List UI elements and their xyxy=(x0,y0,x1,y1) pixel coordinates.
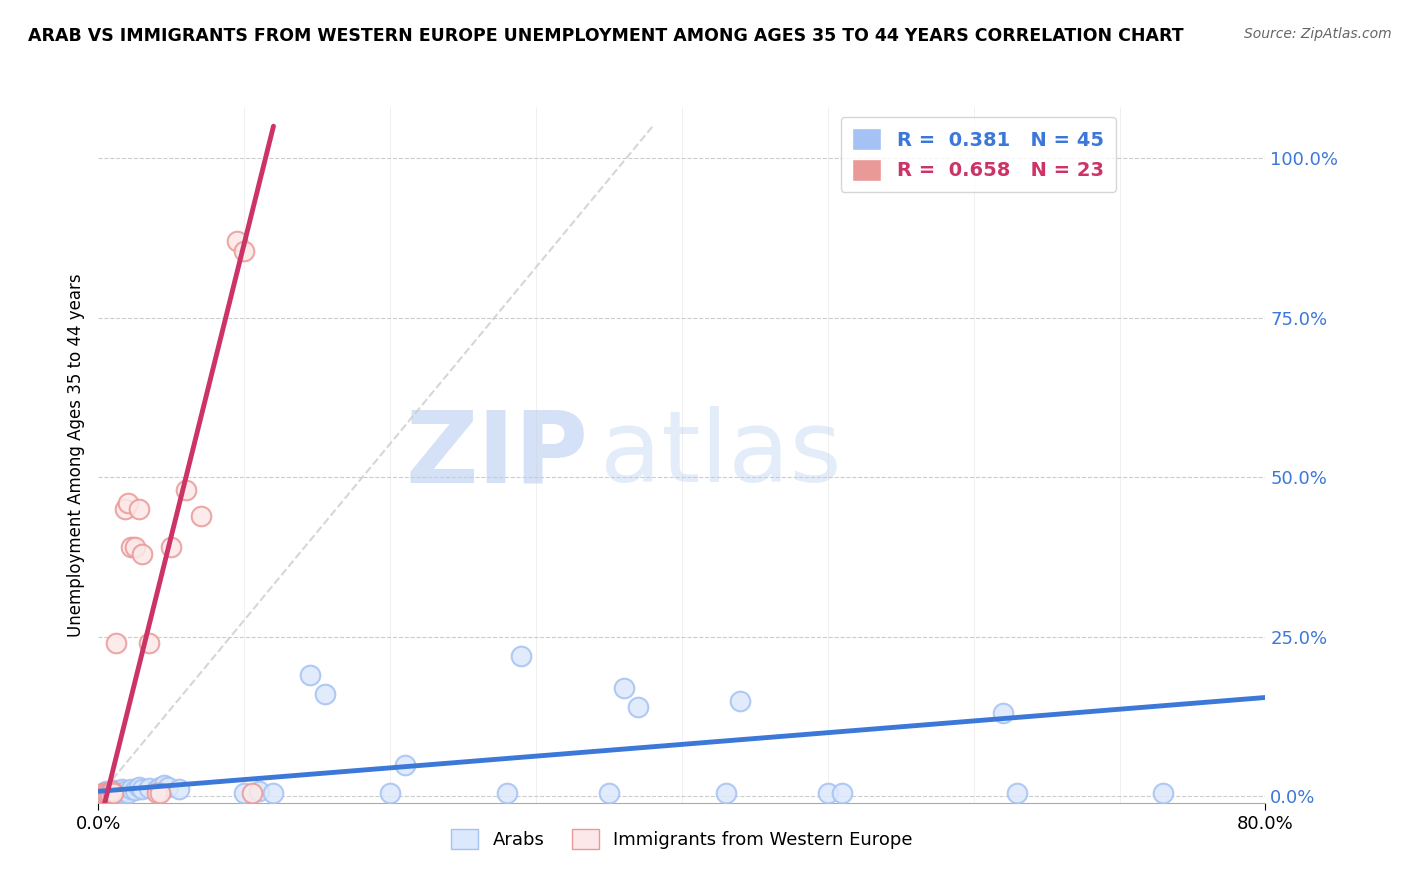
Point xyxy=(149,780,172,794)
Point xyxy=(101,786,124,800)
Point xyxy=(1007,786,1029,800)
Text: Source: ZipAtlas.com: Source: ZipAtlas.com xyxy=(1244,27,1392,41)
Point xyxy=(94,786,117,800)
Point xyxy=(114,784,136,798)
Point xyxy=(96,788,118,802)
Point xyxy=(97,786,120,800)
Point xyxy=(153,778,176,792)
Point xyxy=(167,781,190,796)
Point xyxy=(97,786,120,800)
Point xyxy=(111,781,134,796)
Point xyxy=(730,694,752,708)
Point xyxy=(233,244,256,258)
Point xyxy=(131,781,153,796)
Point xyxy=(831,786,853,800)
Text: atlas: atlas xyxy=(600,407,842,503)
Point xyxy=(149,786,172,800)
Point xyxy=(157,780,180,794)
Point xyxy=(146,786,169,800)
Point xyxy=(510,648,533,663)
Point xyxy=(314,687,336,701)
Point xyxy=(190,508,212,523)
Point xyxy=(714,786,737,800)
Point xyxy=(96,786,118,800)
Point xyxy=(380,786,402,800)
Point xyxy=(104,636,127,650)
Point xyxy=(108,784,131,798)
Point xyxy=(120,541,142,555)
Point xyxy=(110,783,132,797)
Point xyxy=(612,681,634,695)
Point xyxy=(128,780,150,794)
Legend: Arabs, Immigrants from Western Europe: Arabs, Immigrants from Western Europe xyxy=(444,822,920,856)
Point xyxy=(598,786,620,800)
Point xyxy=(496,786,519,800)
Point xyxy=(124,783,146,797)
Point xyxy=(120,781,142,796)
Point xyxy=(94,784,117,798)
Point xyxy=(240,786,263,800)
Point xyxy=(394,757,416,772)
Point xyxy=(298,668,321,682)
Point xyxy=(112,786,135,800)
Point xyxy=(100,784,122,798)
Point xyxy=(100,784,122,798)
Text: ARAB VS IMMIGRANTS FROM WESTERN EUROPE UNEMPLOYMENT AMONG AGES 35 TO 44 YEARS CO: ARAB VS IMMIGRANTS FROM WESTERN EUROPE U… xyxy=(28,27,1184,45)
Point xyxy=(247,784,270,798)
Point xyxy=(124,541,146,555)
Point xyxy=(146,781,169,796)
Point xyxy=(117,786,139,800)
Point xyxy=(174,483,197,497)
Point xyxy=(991,706,1014,721)
Point xyxy=(138,636,160,650)
Point xyxy=(233,786,256,800)
Point xyxy=(114,502,136,516)
Point xyxy=(98,786,121,800)
Point xyxy=(117,496,139,510)
Point xyxy=(131,547,153,561)
Point xyxy=(128,502,150,516)
Point xyxy=(105,786,128,800)
Y-axis label: Unemployment Among Ages 35 to 44 years: Unemployment Among Ages 35 to 44 years xyxy=(66,273,84,637)
Point xyxy=(1152,786,1174,800)
Point xyxy=(226,234,249,248)
Point xyxy=(160,541,183,555)
Point xyxy=(262,786,284,800)
Point xyxy=(91,786,114,800)
Point xyxy=(98,788,121,802)
Point xyxy=(138,781,160,796)
Point xyxy=(817,786,839,800)
Point xyxy=(103,783,125,797)
Point xyxy=(627,700,650,714)
Point xyxy=(101,786,124,800)
Text: ZIP: ZIP xyxy=(406,407,589,503)
Point xyxy=(104,786,127,800)
Point xyxy=(91,786,114,800)
